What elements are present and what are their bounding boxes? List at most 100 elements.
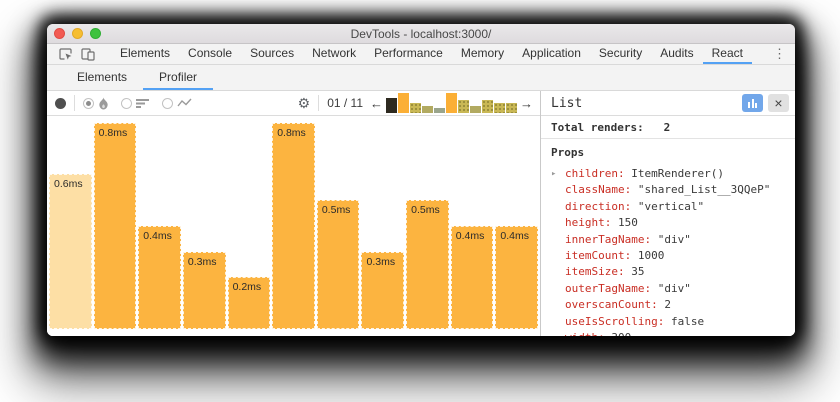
component-name: List: [551, 95, 583, 111]
subtab-profiler[interactable]: Profiler: [143, 65, 214, 90]
tab-console[interactable]: Console: [188, 46, 233, 60]
commit-bar[interactable]: 0.8ms: [93, 123, 137, 329]
commit-bar[interactable]: 0.5ms: [316, 200, 360, 329]
prop-value: "div": [657, 232, 691, 246]
bar-duration-label: 0.2ms: [232, 281, 262, 293]
ranked-radio[interactable]: [121, 97, 132, 109]
bar-duration-label: 0.5ms: [411, 204, 440, 216]
prop-row-itemCount[interactable]: itemCount: 1000: [541, 248, 795, 264]
tab-sources[interactable]: Sources: [250, 46, 295, 60]
subtab-elements[interactable]: Elements: [77, 69, 128, 84]
tab-security[interactable]: Security: [598, 46, 643, 60]
snapshot-mini-bar[interactable]: [398, 93, 409, 113]
total-renders-row: Total renders: 2: [541, 116, 795, 139]
flamegraph-radio[interactable]: [83, 97, 94, 109]
tab-memory[interactable]: Memory: [460, 46, 505, 60]
commit-bar[interactable]: 0.3ms: [361, 252, 405, 329]
snapshot-mini-bar[interactable]: [434, 108, 445, 113]
prop-row-overscanCount[interactable]: overscanCount: 2: [541, 297, 795, 313]
tab-application[interactable]: Application: [522, 46, 581, 60]
interactions-radio[interactable]: [162, 97, 173, 109]
tab-audits[interactable]: Audits: [660, 46, 694, 60]
profiler-left-pane: ⚙ 01 / 11 ← → 0.6ms 0.8ms 0.4ms 0.3ms 0.2ms 0…: [47, 91, 541, 336]
props-heading: Props: [551, 146, 585, 159]
tab-performance[interactable]: Performance: [374, 46, 443, 60]
snapshot-mini-bar[interactable]: [410, 103, 421, 113]
close-panel-button[interactable]: ×: [768, 94, 789, 112]
commit-bar[interactable]: 0.4ms: [495, 226, 539, 329]
snapshot-mini-bar[interactable]: [386, 98, 397, 113]
zoom-window-button[interactable]: [90, 28, 101, 39]
prop-key: height:: [565, 216, 612, 230]
devtools-window: DevTools - localhost:3000/: [47, 24, 795, 336]
bar-duration-label: 0.3ms: [187, 256, 217, 268]
prop-key: itemCount:: [565, 249, 632, 263]
props-list: ▸ children: ItemRenderer() className: "sha…: [541, 166, 795, 336]
prop-key: innerTagName:: [565, 232, 652, 246]
prop-row-innerTagName[interactable]: innerTagName: "div": [541, 232, 795, 248]
prop-value: false: [670, 314, 705, 328]
prop-row-direction[interactable]: direction: "vertical": [541, 199, 795, 215]
bar-duration-label: 0.3ms: [366, 256, 396, 268]
snapshot-mini-bar[interactable]: [494, 103, 505, 113]
props-section: Props ▸ children: ItemRenderer() className…: [541, 139, 795, 336]
main-tab-list: Elements Console Sources Network Performance…: [111, 44, 752, 64]
tab-react[interactable]: React: [702, 44, 752, 64]
prop-key: children:: [565, 167, 625, 180]
render-chart-button[interactable]: [742, 94, 763, 112]
record-button[interactable]: [55, 97, 66, 109]
profiler-body: ⚙ 01 / 11 ← → 0.6ms 0.8ms 0.4ms 0.3ms 0.2ms 0…: [47, 91, 795, 336]
snapshot-mini-bar[interactable]: [446, 93, 457, 113]
total-renders-value: 2: [663, 121, 671, 134]
snapshot-nav: ⚙ 01 / 11 ← →: [298, 92, 536, 114]
close-window-button[interactable]: [54, 28, 65, 39]
commit-bar[interactable]: 0.6ms: [49, 174, 92, 329]
expand-arrow-icon[interactable]: ▸: [551, 169, 557, 179]
tab-elements[interactable]: Elements: [120, 46, 171, 60]
bar-duration-label: 0.8ms: [98, 127, 128, 139]
prop-row-width[interactable]: width: 300: [541, 330, 795, 336]
panel-header: List ×: [541, 91, 795, 116]
prop-key: className:: [565, 183, 632, 197]
view-flamegraph-option[interactable]: [83, 96, 109, 110]
bar-duration-label: 0.4ms: [143, 230, 172, 242]
commit-bar[interactable]: 0.3ms: [182, 252, 226, 329]
traffic-lights: [54, 28, 101, 39]
view-interactions-option[interactable]: [162, 97, 192, 109]
commit-bar[interactable]: 0.2ms: [227, 277, 271, 329]
prop-row-children[interactable]: ▸ children: ItemRenderer(): [541, 166, 795, 182]
inspect-element-icon[interactable]: [55, 44, 77, 64]
prop-key: overscanCount:: [565, 298, 658, 312]
ranked-chart-icon: [136, 98, 150, 109]
settings-gear-icon[interactable]: ⚙: [297, 95, 311, 111]
snapshot-mini-bar[interactable]: [422, 106, 433, 113]
snapshot-mini-bar[interactable]: [470, 106, 481, 113]
minimize-window-button[interactable]: [72, 28, 83, 39]
prop-row-height[interactable]: height: 150: [541, 215, 795, 231]
commit-bar[interactable]: 0.4ms: [450, 226, 494, 329]
snapshot-strip[interactable]: [386, 92, 517, 114]
prop-row-itemSize[interactable]: itemSize: 35: [541, 264, 795, 280]
snapshot-mini-bar[interactable]: [458, 100, 469, 113]
commit-bar[interactable]: 0.5ms: [406, 200, 449, 329]
prop-row-useIsScrolling[interactable]: useIsScrolling: false: [541, 314, 795, 330]
prop-key: direction:: [565, 199, 632, 213]
view-ranked-option[interactable]: [121, 97, 150, 109]
snapshot-mini-bar[interactable]: [482, 100, 493, 113]
snapshot-mini-bar[interactable]: [506, 103, 517, 113]
device-toolbar-icon[interactable]: [77, 44, 99, 64]
commit-bar[interactable]: 0.4ms: [138, 226, 181, 329]
kebab-menu-icon[interactable]: ⋮: [772, 46, 786, 61]
prev-snapshot-button[interactable]: ←: [370, 95, 383, 111]
prop-value: 2: [664, 298, 671, 312]
total-renders-label: Total renders:: [551, 121, 644, 134]
prop-key: width:: [565, 331, 605, 336]
bar-duration-label: 0.6ms: [54, 178, 83, 190]
prop-row-outerTagName[interactable]: outerTagName: "div": [541, 281, 795, 297]
tab-network[interactable]: Network: [312, 46, 357, 60]
next-snapshot-button[interactable]: →: [520, 95, 533, 111]
prop-row-className[interactable]: className: "shared_List__3QQeP": [541, 182, 795, 198]
bar-duration-label: 0.4ms: [500, 230, 529, 242]
commit-bar[interactable]: 0.8ms: [272, 123, 315, 329]
